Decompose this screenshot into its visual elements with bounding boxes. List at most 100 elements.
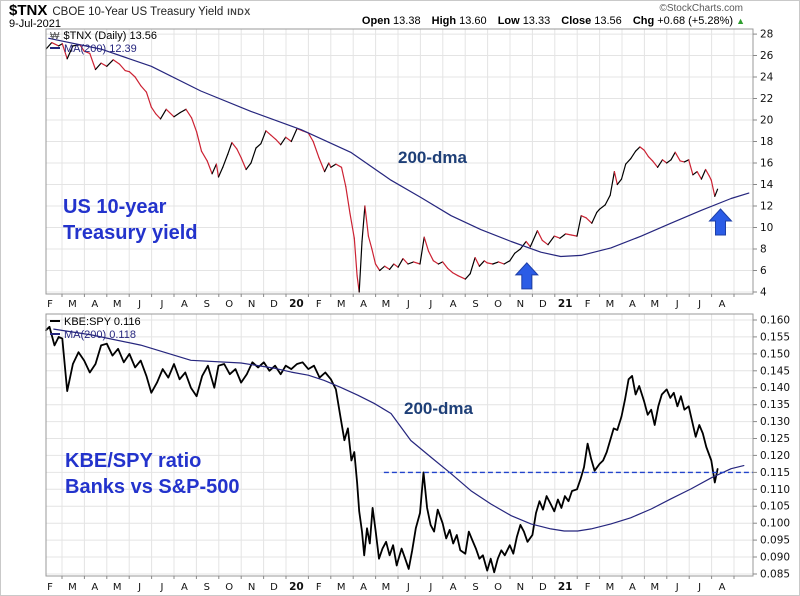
panel2-series-label: KBE/SPY ratio Banks vs S&P-500: [65, 450, 240, 498]
svg-text:M: M: [337, 299, 346, 310]
tnx-series-1: [48, 37, 750, 258]
svg-text:S: S: [204, 299, 210, 310]
svg-text:0.100: 0.100: [760, 518, 790, 530]
low-label: Low: [497, 15, 520, 27]
svg-text:M: M: [606, 582, 615, 593]
svg-text:0.125: 0.125: [760, 433, 790, 445]
tnx-plot-border: [45, 28, 754, 295]
svg-text:A: A: [450, 582, 457, 593]
svg-text:M: M: [68, 299, 77, 310]
svg-text:J: J: [137, 299, 141, 310]
svg-text:0.135: 0.135: [760, 399, 790, 411]
svg-text:N: N: [517, 299, 524, 310]
change-label: Chg: [632, 15, 655, 27]
panel2-200dma-label: 200-dma: [404, 399, 473, 418]
svg-text:F: F: [47, 582, 53, 593]
svg-text:A: A: [181, 299, 188, 310]
svg-text:F: F: [316, 582, 322, 593]
header: $TNX CBOE 10-Year US Treasury Yield INDX: [9, 2, 251, 19]
kbe-spy-plot-border: [45, 313, 754, 577]
svg-text:22: 22: [760, 93, 773, 105]
tnx-panel: 28 26 24 22 20 18 16 14 12 10 8 6 4 F M A M J J A S O N D 20 F M A M…: [45, 28, 774, 310]
copyright: ©StockCharts.com: [659, 3, 743, 14]
svg-text:10: 10: [760, 222, 773, 234]
svg-text:J: J: [697, 299, 701, 310]
svg-text:0.140: 0.140: [760, 382, 790, 394]
svg-text:4: 4: [760, 287, 767, 299]
svg-text:O: O: [225, 299, 233, 310]
svg-text:A: A: [91, 582, 98, 593]
svg-text:A: A: [360, 299, 367, 310]
svg-text:20: 20: [289, 581, 304, 593]
low-value: 13.33: [522, 15, 551, 27]
svg-text:D: D: [270, 582, 278, 593]
panel1-legend-ma-label: MA(200) 12.39: [64, 43, 137, 55]
tnx-up-arrow-1: [708, 208, 733, 236]
close-value: 13.56: [594, 15, 622, 27]
symbol-exchange: INDX: [227, 7, 251, 17]
svg-text:A: A: [360, 582, 367, 593]
kbe-spy-y-axis: 0.160 0.155 0.150 0.145 0.140 0.135 0.130 0.125…: [753, 315, 790, 581]
svg-text:O: O: [225, 582, 233, 593]
svg-text:A: A: [719, 299, 726, 310]
svg-text:A: A: [629, 299, 636, 310]
svg-text:6: 6: [760, 265, 767, 277]
ma-line-swatch-2: [50, 333, 60, 336]
svg-text:J: J: [160, 582, 164, 593]
high-label: High: [431, 15, 457, 27]
svg-text:21: 21: [558, 298, 573, 310]
svg-text:S: S: [472, 582, 478, 593]
panel2-legend-ratio: KBE:SPY 0.116: [50, 316, 141, 328]
panel1-series-label: US 10-year Treasury yield: [63, 196, 198, 244]
svg-text:F: F: [316, 299, 322, 310]
svg-text:J: J: [406, 582, 410, 593]
svg-text:N: N: [248, 299, 255, 310]
svg-text:26: 26: [760, 50, 774, 62]
svg-text:A: A: [719, 582, 726, 593]
svg-text:A: A: [181, 582, 188, 593]
chart-date: 9-Jul-2021: [9, 18, 61, 30]
svg-text:D: D: [539, 582, 547, 593]
svg-text:0.150: 0.150: [760, 348, 790, 360]
svg-text:0.130: 0.130: [760, 416, 790, 428]
svg-text:M: M: [650, 299, 659, 310]
svg-text:J: J: [428, 582, 432, 593]
svg-text:0.120: 0.120: [760, 450, 790, 462]
svg-text:M: M: [337, 582, 346, 593]
svg-text:J: J: [406, 299, 410, 310]
svg-text:12: 12: [760, 201, 773, 213]
tnx-y-axis: 28 26 24 22 20 18 16 14 12 10 8 6 4: [753, 29, 774, 299]
close-label: Close: [561, 15, 592, 27]
svg-text:J: J: [675, 582, 679, 593]
svg-text:D: D: [539, 299, 547, 310]
svg-text:F: F: [585, 299, 591, 310]
svg-text:21: 21: [558, 581, 573, 593]
svg-text:O: O: [494, 299, 502, 310]
svg-text:18: 18: [760, 136, 773, 148]
high-value: 13.60: [459, 15, 487, 27]
svg-text:0.110: 0.110: [760, 484, 790, 496]
svg-text:8: 8: [760, 244, 767, 256]
svg-text:S: S: [472, 299, 478, 310]
svg-text:M: M: [113, 299, 122, 310]
svg-text:N: N: [248, 582, 255, 593]
ma-line-swatch: [50, 47, 60, 50]
svg-text:0.155: 0.155: [760, 331, 790, 343]
panel1-legend-price: ₩ $TNX (Daily) 13.56: [50, 30, 157, 42]
svg-text:M: M: [113, 582, 122, 593]
symbol-description: CBOE 10-Year US Treasury Yield: [52, 6, 224, 18]
svg-text:S: S: [204, 582, 210, 593]
svg-text:0.105: 0.105: [760, 501, 790, 513]
svg-text:0.090: 0.090: [760, 552, 790, 564]
change-value: +0.68 (+5.28%): [657, 15, 734, 27]
tnx-up-arrow-0: [514, 262, 539, 290]
kbe-spy-series-1: [53, 328, 745, 532]
kbe-spy-x-axis: F M A M J J A S O N D 20 F M A M J J A S O N D 21 F M A M J J A: [47, 576, 735, 593]
svg-text:J: J: [675, 299, 679, 310]
svg-text:J: J: [428, 299, 432, 310]
open-value: 13.38: [393, 15, 421, 27]
svg-text:M: M: [382, 299, 391, 310]
svg-text:0.160: 0.160: [760, 315, 790, 327]
